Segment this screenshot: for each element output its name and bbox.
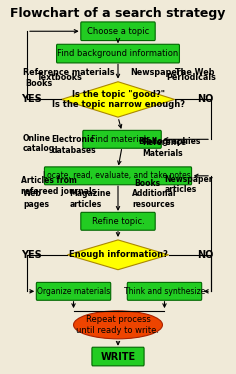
Text: Bibliographies: Bibliographies (138, 137, 201, 145)
Text: Books: Books (25, 79, 52, 88)
FancyBboxPatch shape (83, 131, 161, 148)
Text: Organize materials: Organize materials (37, 287, 110, 296)
Text: Newspaper
articles: Newspaper articles (164, 175, 213, 194)
Text: Reference
Materials: Reference Materials (142, 138, 186, 157)
Text: Flowchart of a search strategy: Flowchart of a search strategy (10, 7, 226, 20)
Text: Newspapers: Newspapers (130, 68, 186, 77)
FancyBboxPatch shape (44, 167, 192, 185)
Text: Additional
resources: Additional resources (132, 189, 177, 209)
FancyBboxPatch shape (57, 44, 179, 63)
FancyBboxPatch shape (127, 282, 202, 300)
Text: Enough information?: Enough information? (69, 250, 167, 259)
FancyBboxPatch shape (36, 282, 111, 300)
Text: Web
pages: Web pages (23, 189, 49, 209)
FancyBboxPatch shape (92, 347, 144, 366)
Text: Choose a topic: Choose a topic (87, 27, 149, 36)
Polygon shape (61, 82, 175, 117)
Text: YES: YES (21, 95, 42, 104)
Polygon shape (67, 240, 169, 270)
Text: NO: NO (197, 95, 213, 104)
Text: Magazine
articles: Magazine articles (69, 189, 111, 209)
Text: Periodicals: Periodicals (167, 73, 216, 82)
Text: Online
catalog: Online catalog (23, 134, 55, 153)
Text: Reference materials: Reference materials (23, 68, 115, 77)
Text: Locate, read, evaluate, and take notes.: Locate, read, evaluate, and take notes. (43, 171, 193, 180)
Text: WRITE: WRITE (101, 352, 135, 362)
Text: Is the topic "good?"
Is the topic narrow enough?: Is the topic "good?" Is the topic narrow… (51, 90, 185, 109)
Text: Find materials.: Find materials. (91, 135, 153, 144)
Text: Repeat process
until ready to write.: Repeat process until ready to write. (76, 315, 160, 335)
FancyBboxPatch shape (81, 22, 155, 40)
Text: Books: Books (134, 179, 160, 188)
Text: Textbooks: Textbooks (37, 73, 83, 82)
Text: Refine topic.: Refine topic. (92, 217, 144, 226)
Ellipse shape (74, 311, 162, 339)
Text: The Web: The Web (175, 68, 214, 77)
FancyBboxPatch shape (81, 212, 155, 230)
Text: Think and synthesize: Think and synthesize (124, 287, 205, 296)
Text: YES: YES (21, 250, 42, 260)
Text: NO: NO (197, 250, 213, 260)
Text: Articles from
refereed journals: Articles from refereed journals (21, 176, 96, 196)
Text: Find background information: Find background information (57, 49, 179, 58)
Text: Electronic
databases: Electronic databases (51, 135, 96, 154)
